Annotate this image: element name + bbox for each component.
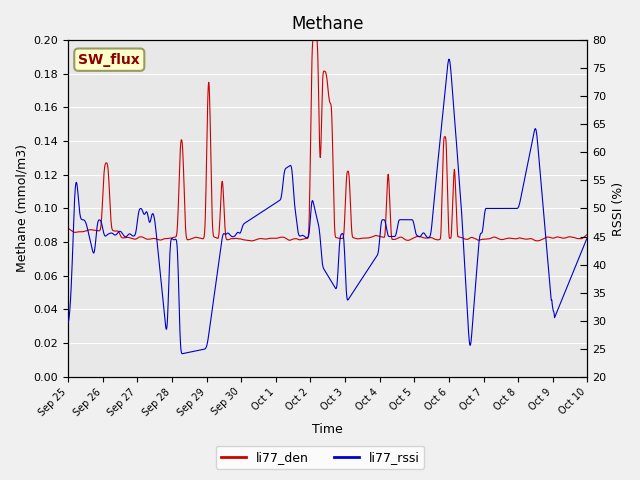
Y-axis label: Methane (mmol/m3): Methane (mmol/m3) — [15, 144, 28, 273]
X-axis label: Time: Time — [312, 423, 343, 436]
Legend: li77_den, li77_rssi: li77_den, li77_rssi — [216, 446, 424, 469]
Y-axis label: RSSI (%): RSSI (%) — [612, 181, 625, 236]
Text: SW_flux: SW_flux — [79, 53, 140, 67]
Title: Methane: Methane — [291, 15, 364, 33]
